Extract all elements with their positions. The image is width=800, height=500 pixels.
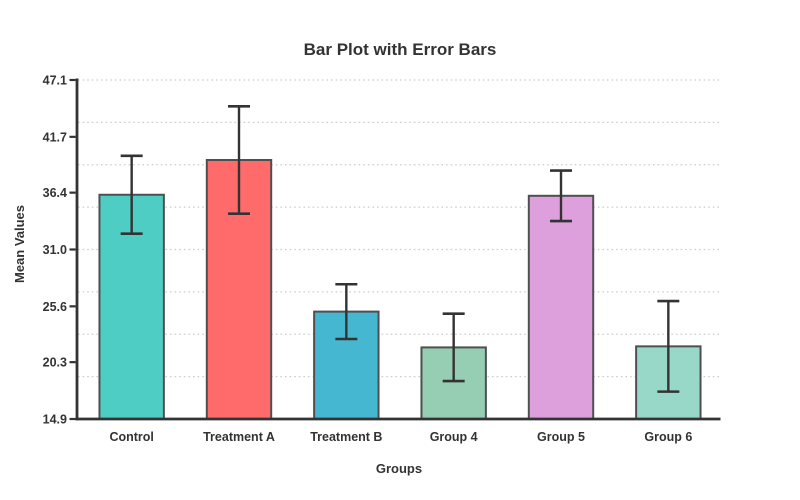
error-bar-group-5 <box>550 169 572 223</box>
y-tick-label: 31.0 <box>43 243 67 257</box>
y-axis-label: Mean Values <box>12 205 27 283</box>
x-tick-label-control: Control <box>109 430 153 444</box>
bar-group-5 <box>527 194 595 420</box>
y-tick-label: 36.4 <box>43 186 67 200</box>
y-tick-label: 25.6 <box>43 300 67 314</box>
axes-layer <box>69 78 721 421</box>
x-tick-label-treatment-a: Treatment A <box>203 430 275 444</box>
y-tick-label: 47.1 <box>43 74 67 88</box>
x-tick-label-group-5: Group 5 <box>537 430 585 444</box>
x-tick-label-group-4: Group 4 <box>430 430 478 444</box>
x-axis-label: Groups <box>376 461 422 476</box>
error-bar-group-6 <box>657 299 680 393</box>
y-tick-label: 20.3 <box>43 356 67 370</box>
gridlines-layer <box>78 79 720 420</box>
chart-title: Bar Plot with Error Bars <box>304 40 497 59</box>
bars-layer <box>98 159 702 421</box>
error-bars-layer <box>120 105 680 393</box>
error-bar-treatment-b <box>335 282 358 341</box>
x-tick-label-group-6: Group 6 <box>644 430 692 444</box>
error-bar-control <box>120 154 143 236</box>
x-tick-label-treatment-b: Treatment B <box>310 430 382 444</box>
tick-labels-layer: 14.9 20.3 25.6 31.0 36.4 41.7 47.1 Control Treat… <box>43 74 693 445</box>
y-tick-label: 14.9 <box>43 413 67 427</box>
error-bar-group-4 <box>442 312 465 383</box>
error-bar-treatment-a <box>228 105 250 216</box>
y-tick-label: 41.7 <box>43 130 67 144</box>
